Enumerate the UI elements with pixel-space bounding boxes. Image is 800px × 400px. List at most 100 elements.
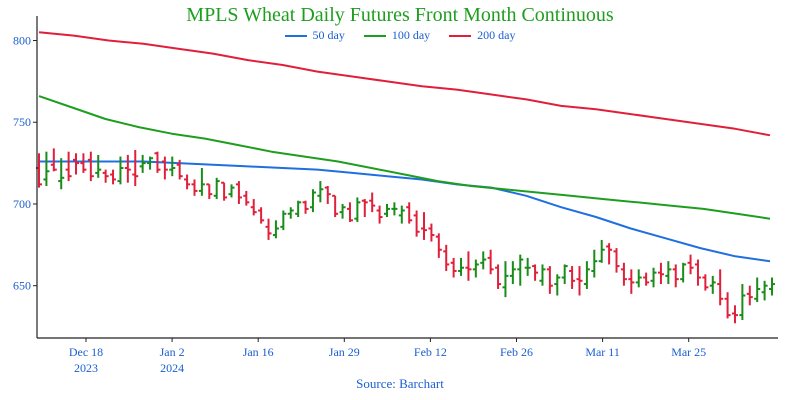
ohlc-bar <box>50 148 57 172</box>
y-tick-label: 750 <box>13 115 31 129</box>
ohlc-bar <box>487 249 494 275</box>
x-tick-label: Jan 29 <box>329 345 360 359</box>
legend-item-200-day: 200 day <box>449 28 515 43</box>
ohlc-bar <box>620 262 627 286</box>
ohlc-bar <box>287 207 294 219</box>
ohlc-bar <box>117 156 124 185</box>
legend-swatch-200-day <box>449 35 472 38</box>
ohlc-bar <box>73 153 80 175</box>
ohlc-bar <box>739 284 746 321</box>
ohlc-bar <box>554 274 561 296</box>
ohlc-bar <box>583 261 590 289</box>
ohlc-bar <box>769 277 775 296</box>
ohlc-bar <box>383 203 390 218</box>
series-line-ma200 <box>38 31 771 137</box>
ohlc-bar <box>391 202 398 216</box>
ohlc-bar <box>124 154 131 183</box>
legend-item-100-day: 100 day <box>363 28 430 43</box>
chart-title: MPLS Wheat Daily Futures Front Month Con… <box>186 4 614 26</box>
ohlc-bar <box>228 184 235 198</box>
ohlc-bar <box>650 267 657 288</box>
ohlc-bar <box>139 154 146 173</box>
x-tick-label: Mar 25 <box>671 345 706 359</box>
ohlc-bar <box>606 243 613 265</box>
ohlc-bar <box>213 177 220 200</box>
ohlc-bar <box>302 200 309 214</box>
ohlc-bar <box>398 205 405 224</box>
ohlc-bar <box>465 251 472 281</box>
ohlc-bar <box>680 262 687 283</box>
ohlc-bar <box>295 200 302 218</box>
ohlc-bar <box>421 212 428 240</box>
ohlc-bar <box>221 181 228 201</box>
x-tick-label: Jan 16 <box>243 345 274 359</box>
y-tick-label: 700 <box>13 197 31 211</box>
ohlc-bar <box>95 154 102 178</box>
legend: 50 day 100 day 200 day <box>0 28 800 43</box>
x-tick-label: Dec 18 <box>69 345 103 359</box>
ohlc-bar <box>702 274 709 291</box>
ohlc-bar <box>761 280 768 301</box>
ohlc-bar <box>65 151 72 182</box>
legend-swatch-100-day <box>363 35 386 38</box>
ohlc-bar <box>176 159 183 180</box>
ohlc-bar <box>272 220 279 239</box>
ohlc-bar <box>102 169 109 183</box>
ohlc-bar <box>324 185 331 204</box>
ohlc-bar <box>339 203 346 219</box>
legend-item-50-day: 50 day <box>284 28 345 43</box>
ohlc-bar <box>635 269 642 288</box>
ohlc-bar <box>309 189 316 213</box>
ohlc-bar <box>58 158 65 190</box>
moving-average-lines <box>38 31 771 263</box>
x-tick-label: Jan 2 <box>160 345 185 359</box>
ohlc-bar <box>110 169 117 185</box>
series-line-ma100 <box>38 95 771 220</box>
ohlc-bar <box>480 251 487 270</box>
x-tick-sublabel: 2023 <box>74 361 98 375</box>
ohlc-bar <box>280 210 287 231</box>
ohlc-bar <box>369 192 376 213</box>
ohlc-bar <box>332 194 339 218</box>
x-tick-label: Mar 11 <box>585 345 620 359</box>
ohlc-bar <box>147 156 154 170</box>
ohlc-bar <box>317 181 324 203</box>
ohlc-bar <box>458 257 465 276</box>
ohlc-bar <box>502 261 509 298</box>
ohlc-bars <box>36 148 775 324</box>
ohlc-bar <box>754 277 761 303</box>
ohlc-bar <box>428 223 435 242</box>
ohlc-bar <box>435 233 442 258</box>
ohlc-bar <box>746 285 753 306</box>
ohlc-bar <box>346 202 353 222</box>
ohlc-bar <box>524 257 531 276</box>
ohlc-bar <box>539 264 546 286</box>
ohlc-bar <box>206 183 213 200</box>
ohlc-bar <box>235 181 242 204</box>
ohlc-bar <box>406 202 413 224</box>
ohlc-bar <box>532 264 539 281</box>
ohlc-bar <box>672 264 679 288</box>
ohlc-bar <box>169 156 176 177</box>
ohlc-bar <box>687 254 694 275</box>
legend-label-200-day: 200 day <box>477 28 516 42</box>
ohlc-bar <box>561 264 568 285</box>
ohlc-bar <box>361 199 368 218</box>
x-tick-label: Feb 26 <box>500 345 533 359</box>
ohlc-bar <box>709 275 716 294</box>
ohlc-bar <box>517 254 524 286</box>
ohlc-bar <box>132 150 139 186</box>
ohlc-bar <box>665 261 672 285</box>
ohlc-bar <box>509 261 516 285</box>
ohlc-bar <box>250 199 257 216</box>
ohlc-bar <box>657 262 664 285</box>
ohlc-bar <box>628 269 635 294</box>
ohlc-bar <box>243 190 250 206</box>
ohlc-bar <box>161 156 168 180</box>
legend-swatch-50-day <box>284 35 307 38</box>
ohlc-bar <box>413 210 420 237</box>
source-note: Source: Barchart <box>356 376 444 391</box>
ohlc-bar <box>258 207 265 224</box>
y-tick-label: 800 <box>13 34 31 48</box>
ohlc-bar <box>184 174 191 190</box>
